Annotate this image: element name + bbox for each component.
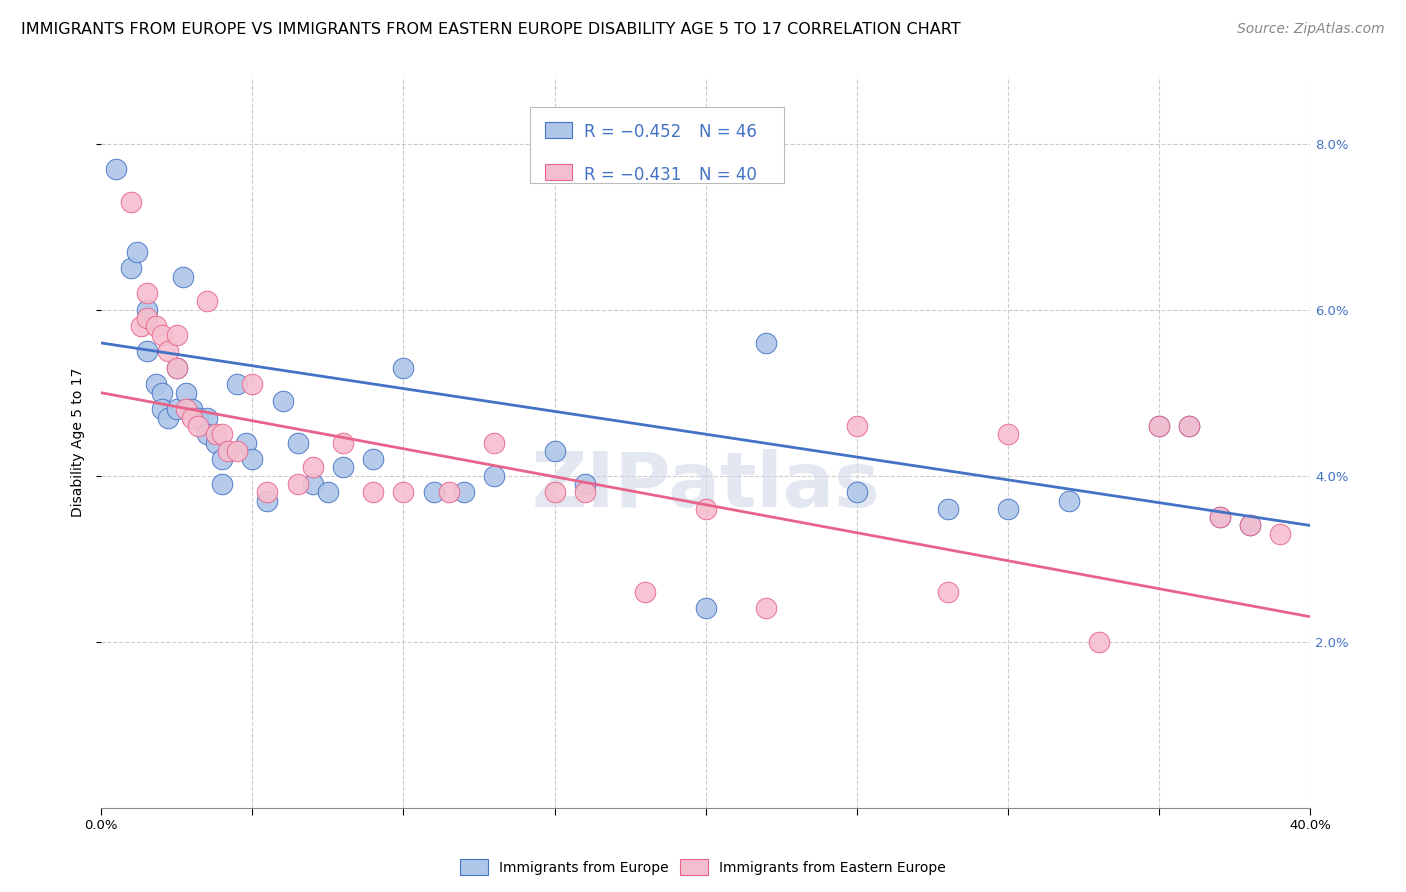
Point bbox=[217, 443, 239, 458]
Point bbox=[845, 418, 868, 433]
Point bbox=[1239, 518, 1261, 533]
Point bbox=[936, 502, 959, 516]
Point bbox=[301, 477, 323, 491]
Point bbox=[574, 477, 596, 491]
Point bbox=[695, 601, 717, 615]
Text: N = 46: N = 46 bbox=[699, 123, 756, 141]
Point bbox=[150, 327, 173, 342]
Point bbox=[1178, 418, 1201, 433]
Point bbox=[1178, 418, 1201, 433]
FancyBboxPatch shape bbox=[546, 164, 572, 180]
Point bbox=[120, 261, 142, 276]
Text: Source: ZipAtlas.com: Source: ZipAtlas.com bbox=[1237, 22, 1385, 37]
Point bbox=[256, 493, 278, 508]
Point bbox=[240, 377, 263, 392]
Point bbox=[482, 468, 505, 483]
Point bbox=[135, 302, 157, 317]
Point bbox=[166, 360, 188, 375]
Point bbox=[392, 485, 415, 500]
Point bbox=[997, 502, 1019, 516]
Point bbox=[195, 427, 218, 442]
Point bbox=[361, 452, 384, 467]
Point bbox=[211, 477, 233, 491]
Point bbox=[316, 485, 339, 500]
Point bbox=[187, 418, 209, 433]
Text: IMMIGRANTS FROM EUROPE VS IMMIGRANTS FROM EASTERN EUROPE DISABILITY AGE 5 TO 17 : IMMIGRANTS FROM EUROPE VS IMMIGRANTS FRO… bbox=[21, 22, 960, 37]
Point bbox=[482, 435, 505, 450]
Point bbox=[634, 585, 657, 599]
Point bbox=[135, 344, 157, 359]
Point bbox=[180, 410, 202, 425]
Point bbox=[287, 435, 309, 450]
Point bbox=[235, 435, 257, 450]
Point bbox=[226, 443, 249, 458]
FancyBboxPatch shape bbox=[546, 122, 572, 138]
Point bbox=[180, 402, 202, 417]
Point bbox=[1208, 510, 1230, 524]
Point bbox=[226, 377, 249, 392]
Point bbox=[174, 402, 197, 417]
Point bbox=[145, 377, 167, 392]
Point bbox=[361, 485, 384, 500]
Text: N = 40: N = 40 bbox=[699, 166, 756, 184]
Point bbox=[997, 427, 1019, 442]
Point bbox=[1147, 418, 1170, 433]
Point bbox=[150, 385, 173, 400]
Point bbox=[695, 502, 717, 516]
Point bbox=[1268, 526, 1291, 541]
Point bbox=[543, 443, 565, 458]
Point bbox=[156, 410, 179, 425]
FancyBboxPatch shape bbox=[530, 107, 785, 184]
Point bbox=[129, 319, 152, 334]
Point bbox=[453, 485, 475, 500]
Point bbox=[1147, 418, 1170, 433]
Point bbox=[135, 286, 157, 301]
Point bbox=[211, 427, 233, 442]
Point bbox=[150, 402, 173, 417]
Point bbox=[156, 344, 179, 359]
Text: R = −0.452: R = −0.452 bbox=[583, 123, 681, 141]
Point bbox=[755, 335, 778, 350]
Point bbox=[332, 435, 354, 450]
Point bbox=[392, 360, 415, 375]
Point bbox=[120, 194, 142, 209]
Y-axis label: Disability Age 5 to 17: Disability Age 5 to 17 bbox=[72, 368, 86, 517]
Point bbox=[205, 435, 228, 450]
Text: R = −0.431: R = −0.431 bbox=[583, 166, 681, 184]
Point bbox=[166, 402, 188, 417]
Point bbox=[127, 244, 149, 259]
Point bbox=[195, 294, 218, 309]
Point bbox=[543, 485, 565, 500]
Point bbox=[422, 485, 444, 500]
Point bbox=[755, 601, 778, 615]
Text: ZIPatlas: ZIPatlas bbox=[531, 450, 880, 524]
Point bbox=[172, 269, 194, 284]
Point bbox=[301, 460, 323, 475]
Point bbox=[166, 327, 188, 342]
Point bbox=[1208, 510, 1230, 524]
Point bbox=[166, 360, 188, 375]
Point bbox=[205, 427, 228, 442]
Point bbox=[256, 485, 278, 500]
Point bbox=[936, 585, 959, 599]
Point bbox=[240, 452, 263, 467]
Point bbox=[437, 485, 460, 500]
Point bbox=[105, 161, 128, 176]
Point bbox=[174, 385, 197, 400]
Point bbox=[195, 410, 218, 425]
Point bbox=[187, 410, 209, 425]
Point bbox=[287, 477, 309, 491]
Point bbox=[145, 319, 167, 334]
Point bbox=[135, 311, 157, 326]
Point bbox=[1239, 518, 1261, 533]
Point bbox=[332, 460, 354, 475]
Legend: Immigrants from Europe, Immigrants from Eastern Europe: Immigrants from Europe, Immigrants from … bbox=[454, 854, 952, 880]
Point bbox=[211, 452, 233, 467]
Point bbox=[845, 485, 868, 500]
Point bbox=[1087, 634, 1109, 648]
Point bbox=[271, 394, 294, 409]
Point bbox=[1057, 493, 1080, 508]
Point bbox=[574, 485, 596, 500]
